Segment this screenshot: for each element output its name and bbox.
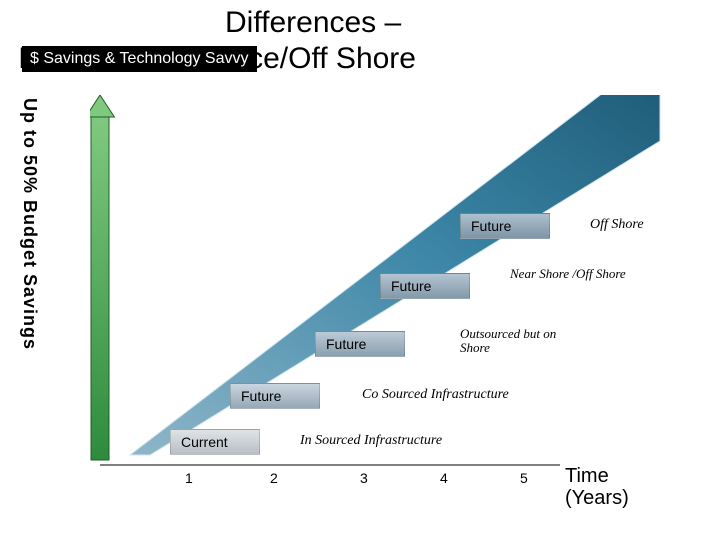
x-tick-4: 4	[440, 470, 448, 486]
step-box-future-2: Future	[315, 331, 405, 357]
title-line-1: Differences –	[225, 6, 401, 40]
slide-stage: Differences – Insource/Outsource/Off Sho…	[0, 0, 720, 540]
x-tick-3: 3	[360, 470, 368, 486]
x-tick-5: 5	[520, 470, 528, 486]
step-box-future-1: Future	[230, 383, 320, 409]
y-axis-label: Up to 50% Budget Savings	[16, 98, 40, 458]
savings-badge: $ Savings & Technology Savvy	[22, 46, 257, 72]
step-label-outsourced-onshore: Outsourced but on Shore	[460, 327, 580, 356]
step-box-future-3: Future	[380, 273, 470, 299]
chart-area: Current In Sourced Infrastructure Future…	[90, 95, 690, 495]
x-axis-label: Time(Years)	[565, 465, 629, 509]
x-tick-2: 2	[270, 470, 278, 486]
step-label-cosourced: Co Sourced Infrastructure	[362, 387, 509, 403]
y-growth-arrow	[90, 95, 114, 460]
step-label-nearshore: Near Shore /Off Shore	[510, 267, 630, 281]
x-tick-1: 1	[185, 470, 193, 486]
step-label-offshore: Off Shore	[590, 217, 644, 233]
step-box-current: Current	[170, 429, 260, 455]
step-box-future-4: Future	[460, 213, 550, 239]
step-label-insourced: In Sourced Infrastructure	[300, 433, 442, 449]
